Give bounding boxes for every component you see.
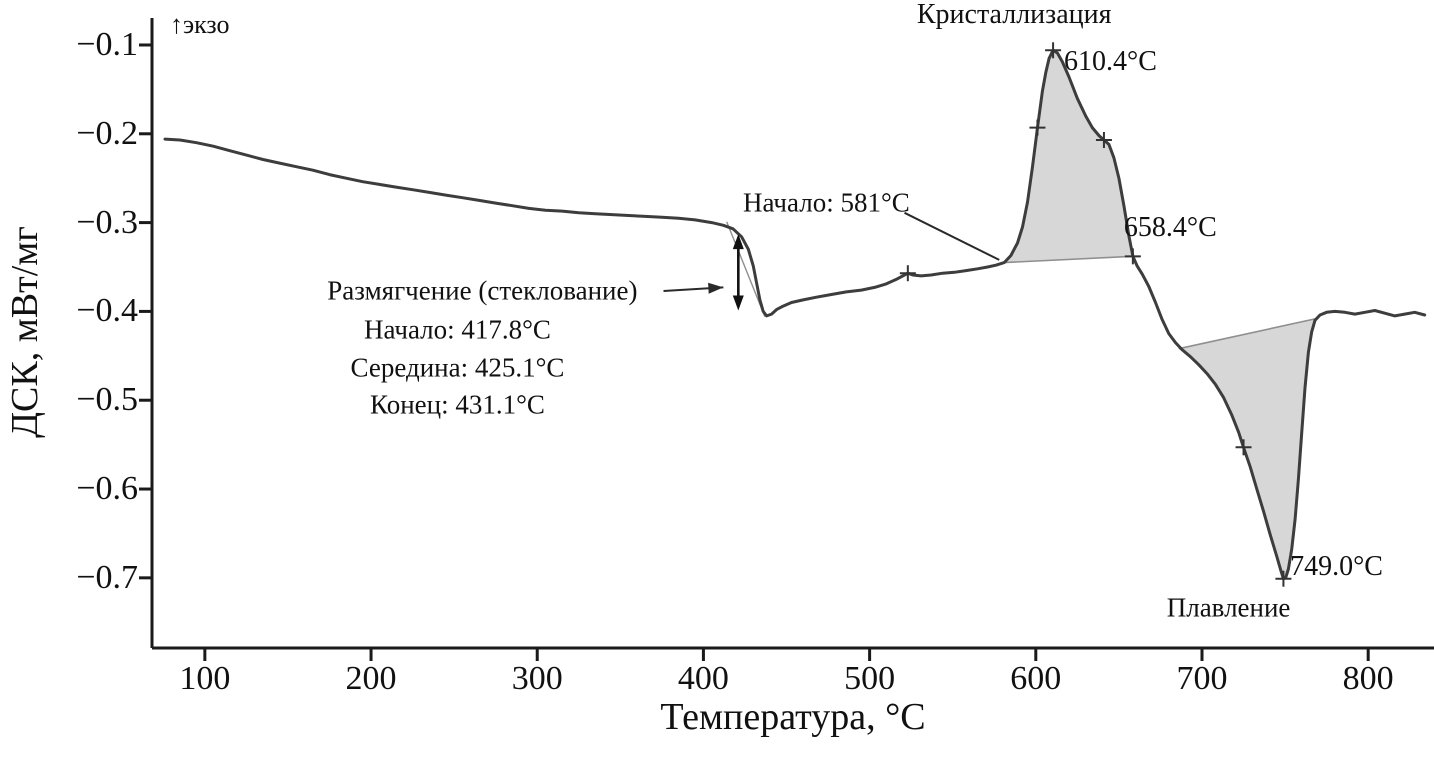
x-tick-label: 100 <box>179 660 231 697</box>
y-tick-label: −0.4 <box>76 292 138 330</box>
x-tick-label: 500 <box>844 660 896 697</box>
x-tick-label: 700 <box>1176 660 1228 697</box>
crystallization-onset-label: Начало: 581°C <box>743 187 910 218</box>
glass-transition-end-label: Конец: 431.1°C <box>370 389 545 420</box>
x-tick-label: 800 <box>1342 660 1394 697</box>
y-tick-label: −0.7 <box>76 558 138 596</box>
y-tick-label: −0.5 <box>76 381 138 419</box>
x-axis-title: Температура, °C <box>660 696 926 738</box>
softening-glass-transition-label: Размягчение (стеклование) <box>327 275 638 306</box>
crystallization-end-temp-label: 658.4°C <box>1123 211 1217 243</box>
melting-peak-temp-label: 749.0°C <box>1290 551 1383 583</box>
x-tick-label: 400 <box>677 660 729 697</box>
x-tick-label: 300 <box>511 660 563 697</box>
exo-direction-label: ↑экзо <box>169 10 230 39</box>
melting-label: Плавление <box>1166 592 1291 623</box>
x-tick-label: 200 <box>345 660 397 697</box>
y-axis-title: ДСК, мВт/мг <box>4 226 46 438</box>
glass-transition-midpoint-label: Середина: 425.1°C <box>350 352 565 383</box>
y-tick-label: −0.6 <box>76 470 138 508</box>
glass-transition-onset-label: Начало: 417.8°C <box>363 314 551 345</box>
y-tick-label: −0.1 <box>76 25 138 63</box>
crystallization-label: Кристаллизация <box>916 0 1112 30</box>
crystallization-peak-temp-label: 610.4°C <box>1064 45 1157 77</box>
y-tick-label: −0.3 <box>76 203 138 241</box>
x-tick-label: 600 <box>1010 660 1062 697</box>
y-tick-label: −0.2 <box>76 114 138 152</box>
